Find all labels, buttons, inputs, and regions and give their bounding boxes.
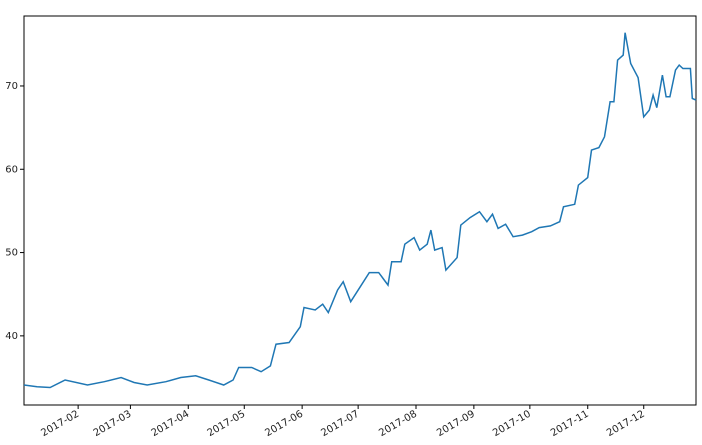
x-tick-label: 2017-06 (263, 409, 305, 439)
x-tick-label: 2017-05 (206, 409, 248, 439)
x-tick-label: 2017-08 (377, 409, 419, 439)
y-tick-label: 40 (5, 331, 18, 342)
line (23, 32, 697, 389)
x-tick-label: 2017-03 (92, 409, 134, 439)
x-tick-label: 2017-02 (39, 409, 81, 439)
x-tick-label: 2017-11 (549, 409, 591, 439)
plot-frame (23, 15, 697, 406)
x-tick-label: 2017-12 (605, 409, 647, 439)
y-tick-label: 50 (5, 248, 18, 259)
x-tick-label: 2017-07 (319, 409, 361, 439)
y-tick-label: 60 (5, 164, 18, 175)
x-tick-label: 2017-04 (150, 409, 192, 439)
x-tick-label: 2017-09 (435, 409, 477, 439)
y-tick-label: 70 (5, 81, 18, 92)
x-tick-label: 2017-10 (491, 409, 533, 439)
